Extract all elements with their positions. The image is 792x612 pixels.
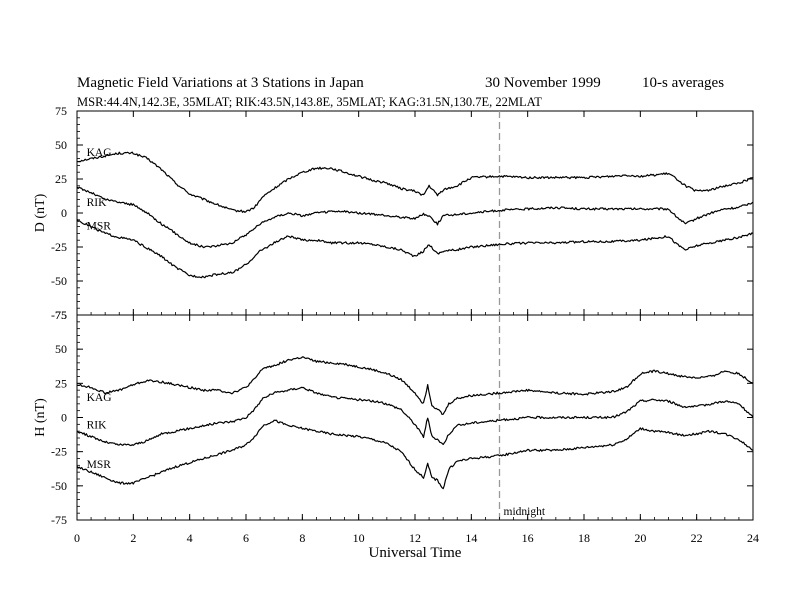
d-trace-rik xyxy=(76,186,754,249)
h-ytick-label: 75 xyxy=(55,308,67,322)
d-component-panel: -75 -50 -25 0 25 50 75 D (nT) KAG RIK MSR xyxy=(33,104,754,322)
d-ytick-label: 50 xyxy=(55,138,67,152)
h-trace-kag xyxy=(76,356,754,415)
xtick-label: 8 xyxy=(299,531,305,545)
d-panel-frame xyxy=(76,110,754,316)
d-trace-kag xyxy=(76,151,754,213)
h-ytick-label: 0 xyxy=(61,411,67,425)
d-axis-label: D (nT) xyxy=(33,193,48,232)
h-station-label-rik: RIK xyxy=(87,419,108,431)
chart-averaging: 10-s averages xyxy=(642,75,724,91)
h-station-label-msr: MSR xyxy=(87,459,112,471)
h-ytick-label: -25 xyxy=(51,445,67,459)
chart-date: 30 November 1999 xyxy=(485,75,601,91)
h-ytick-label: 50 xyxy=(55,342,67,356)
xtick-label: 2 xyxy=(130,531,136,545)
xtick-label: 16 xyxy=(522,531,534,545)
h-ytick-label: -50 xyxy=(51,479,67,493)
h-ytick-label: 25 xyxy=(55,376,67,390)
d-ytick-label: -25 xyxy=(51,240,67,254)
h-ytick-label: -75 xyxy=(51,513,67,527)
h-station-label-kag: KAG xyxy=(87,392,112,404)
xtick-label: 14 xyxy=(465,531,477,545)
xtick-label: 18 xyxy=(578,531,590,545)
h-panel-frame xyxy=(76,314,754,521)
xtick-label: 0 xyxy=(74,531,80,545)
d-ytick-label: 0 xyxy=(61,206,67,220)
d-station-label-msr: MSR xyxy=(87,220,112,232)
d-trace-msr xyxy=(76,218,754,279)
xtick-label: 12 xyxy=(409,531,421,545)
d-ytick-label: -50 xyxy=(51,274,67,288)
xtick-label: 24 xyxy=(747,531,759,545)
d-station-label-kag: KAG xyxy=(87,147,112,159)
h-trace-rik xyxy=(76,386,754,447)
h-trace-msr xyxy=(76,419,754,490)
d-station-label-rik: RIK xyxy=(87,197,108,209)
chart-title: Magnetic Field Variations at 3 Stations … xyxy=(77,75,364,91)
x-axis-label: Universal Time xyxy=(369,545,462,561)
xtick-label: 22 xyxy=(691,531,703,545)
xtick-label: 4 xyxy=(187,531,193,545)
stations-info: MSR:44.4N,142.3E, 35MLAT; RIK:43.5N,143.… xyxy=(77,95,542,109)
xtick-label: 20 xyxy=(634,531,646,545)
xtick-label: 6 xyxy=(243,531,249,545)
d-ytick-label: -75 xyxy=(51,308,67,322)
xtick-label: 10 xyxy=(353,531,365,545)
d-ytick-label: 75 xyxy=(55,104,67,118)
d-ytick-label: 25 xyxy=(55,172,67,186)
h-axis-label: H (nT) xyxy=(33,398,48,437)
midnight-label: midnight xyxy=(504,506,546,518)
